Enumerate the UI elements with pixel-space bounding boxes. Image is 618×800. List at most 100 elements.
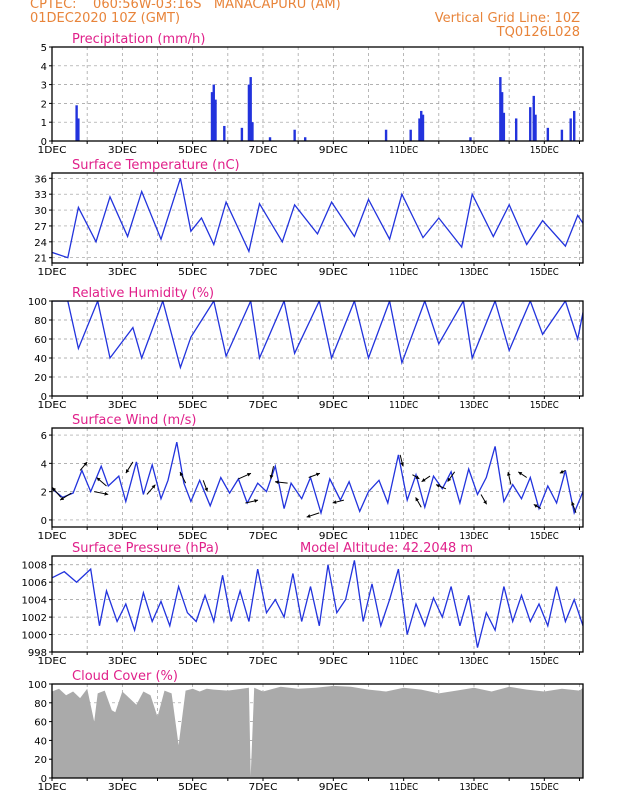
precip-bar [573,110,576,141]
y-tick-label: 1006 [22,578,47,589]
x-tick-label: 3DEC [108,782,137,793]
precip-bar [546,127,550,141]
wind-arrow [571,501,577,514]
panel-6 [49,683,584,781]
y-tick-label: 4 [41,459,47,470]
series-line [52,301,583,370]
wind-arrow-head [507,472,511,476]
wind-arrow [94,491,109,496]
y-tick-label: 100 [28,680,47,691]
y-tick-label: 998 [28,648,47,659]
y-tick-label: 4 [41,62,47,73]
x-tick-label: 9DEC [319,145,348,156]
plot-area [52,441,583,518]
x-tick-label: 9DEC [319,656,348,667]
x-tick-label: 13DEC [459,531,488,542]
x-tick-label: 11DEC [389,782,418,793]
precip-bar [420,110,423,141]
y-tick-label: 33 [34,190,47,201]
wind-arrow-head [269,474,274,479]
x-tick-label: 15DEC [530,400,559,411]
panel-1 [49,46,584,144]
precip-bar [384,129,388,141]
x-tick-label: 7DEC [248,267,277,278]
header-line1-left: CPTEC: 060:56W-03:16S MANACAPURU (AM) [30,0,341,12]
precip-bar [499,77,502,141]
y-tick-label: 2 [41,488,47,499]
x-tick-label: 5DEC [178,267,207,278]
x-tick-label: 5DEC [178,782,207,793]
panel-title: Relative Humidity (%) [72,286,214,301]
x-tick-label: 3DEC [108,400,137,411]
x-tick-label: 15DEC [530,145,559,156]
header-line1-right: Vertical Grid Line: 10Z [434,11,580,26]
wind-arrow [79,461,88,471]
y-tick-label: 60 [34,335,47,346]
x-tick-label: 15DEC [530,656,559,667]
wind-arrow-head [415,475,420,479]
wind-arrow [59,492,72,501]
wind-arrow [435,484,447,490]
x-tick-label: 11DEC [389,145,418,156]
y-tick-label: 1000 [22,631,47,642]
header-line2-right: TQ0126L028 [496,25,580,40]
wind-arrow-head [104,491,109,496]
y-tick-label: 80 [34,699,47,710]
plot-area [52,178,583,259]
precip-bar [560,129,564,141]
y-tick-label: 1004 [22,596,47,607]
y-tick-label: 40 [34,736,47,747]
series-line [52,441,583,516]
x-tick-label: 9DEC [319,531,348,542]
panel-4 [49,427,584,530]
wind-arrow-head [315,472,320,477]
x-tick-label: 5DEC [178,531,207,542]
wind-arrow [238,472,252,480]
wind-arrow [245,499,259,504]
panel-frame [51,683,584,779]
x-tick-label: 9DEC [319,400,348,411]
wind-arrow-head [571,501,575,506]
wind-arrow-head [332,500,337,504]
wind-arrow-head [483,500,487,505]
wind-arrow [308,472,321,478]
x-tick-label: 7DEC [248,531,277,542]
x-tick-label: 1DEC [38,145,67,156]
y-tick-label: 27 [34,222,47,233]
x-tick-label: 13DEC [459,782,488,793]
wind-arrow-head [83,462,88,466]
wind-arrow [559,469,566,474]
wind-arrow [412,474,420,480]
x-tick-label: 15DEC [530,782,559,793]
precip-bar [532,95,535,141]
wind-arrow-head [60,496,65,501]
y-tick-label: 100 [28,297,47,308]
y-tick-label: 20 [34,755,47,766]
wind-arrow-head [306,514,311,518]
y-tick-label: 30 [34,206,47,217]
x-tick-label: 13DEC [459,267,488,278]
y-tick-label: 6 [41,431,47,442]
x-tick-label: 15DEC [530,531,559,542]
wind-arrow [447,471,456,482]
panel-title: Surface Temperature (nC) [72,158,240,173]
x-tick-label: 11DEC [389,656,418,667]
wind-arrow [202,480,208,492]
panel-frame [51,300,584,397]
plot-area [52,301,583,370]
precip-bar [77,118,80,141]
precip-bar [268,137,272,141]
precip-bar [214,99,217,141]
wind-arrow-head [151,484,156,489]
panel-title: Surface Wind (m/s) [72,413,196,428]
precip-bar [247,84,251,141]
panel-frame [51,172,584,264]
precip-bar [529,107,532,141]
precip-bar [210,92,214,141]
wind-arrow [52,487,62,498]
wind-arrow-head [96,477,101,482]
wind-arrow [533,503,542,510]
y-tick-label: 5 [41,43,47,54]
x-tick-label: 3DEC [108,145,137,156]
